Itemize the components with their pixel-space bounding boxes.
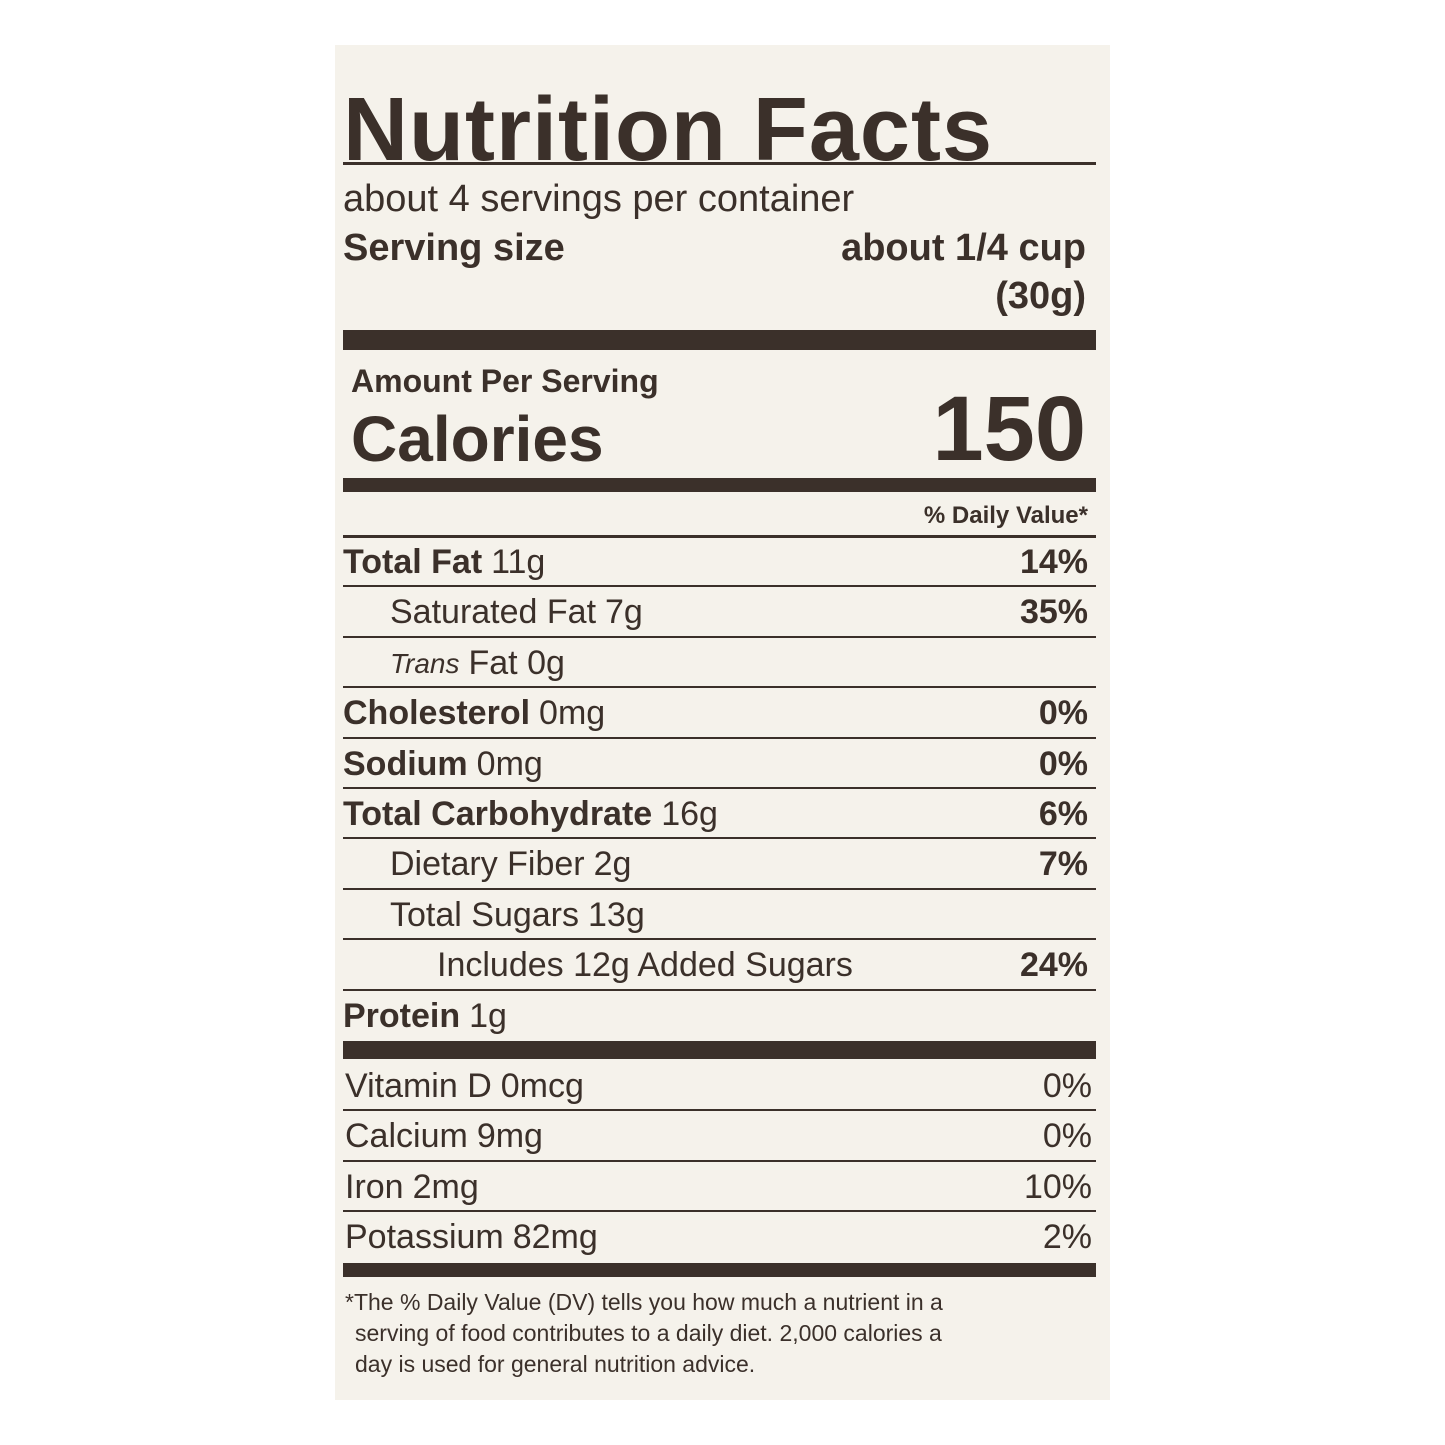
nutrient-name: Total Fat [343,543,483,581]
nutrient-name: Sodium [343,744,468,783]
nutrient-amount: 11g [491,543,546,581]
rule [343,938,1096,941]
rule [343,535,1096,538]
nutrient-name: Protein [343,996,461,1035]
nutrient-name: Total Carbohydrate [343,795,653,833]
daily-value: 6% [1038,795,1088,833]
daily-value: 0% [1042,1067,1092,1105]
thick-rule [343,1262,1096,1277]
amount-per-serving: Amount Per Serving [351,363,659,399]
serving-size-value: about 1/4 cup [841,227,1086,269]
rule [343,988,1096,991]
rule [343,635,1096,638]
thick-rule [343,1041,1096,1059]
rule [343,686,1096,689]
vitamin-amount: 82mg [512,1218,598,1257]
nutrition-label: Nutrition Facts about 4 servings per con… [335,45,1110,1400]
nutrient-amount: 13g [588,895,645,934]
serving-size-weight: (30g) [995,275,1086,317]
servings: about 4 servings per container [343,178,855,220]
thick-rule [343,330,1096,350]
thick-rule [343,478,1096,492]
serving-size-label: Serving size [343,227,565,269]
title: Nutrition Facts [343,80,994,180]
nutrient-amount: 2g [593,845,632,884]
daily-value-header: % Daily Value* [923,502,1088,529]
nutrient-name: Total Sugars [390,895,579,934]
rule [343,585,1096,588]
daily-value: 0% [1038,744,1088,783]
rule [343,1109,1096,1112]
nutrient-amount: 0mg [476,744,543,783]
rule [343,787,1096,789]
nutrient-amount: Fat 0g [468,643,565,682]
rule [343,1159,1096,1162]
daily-value: 35% [1019,593,1088,632]
daily-value: 24% [1019,946,1088,985]
footnote-line: serving of food contributes to a daily d… [355,1319,942,1346]
daily-value: 0% [1038,694,1088,733]
nutrient-name: Trans [390,647,460,679]
vitamin-amount: 9mg [476,1117,543,1156]
rule [343,887,1096,890]
nutrient-name: Saturated Fat [390,593,597,632]
footnote-line: *The % Daily Value (DV) tells you how mu… [345,1288,943,1315]
daily-value: 7% [1038,845,1088,884]
nutrient-name: Dietary Fiber [390,845,585,884]
daily-value: 10% [1023,1167,1092,1206]
vitamin-amount: 2mg [412,1167,479,1206]
vitamin-name: Calcium [345,1117,468,1156]
calories-label: Calories [351,403,604,475]
nutrient-name: Cholesterol [343,694,531,733]
vitamin-name: Vitamin D [345,1067,492,1105]
vitamin-name: Potassium [345,1218,504,1257]
nutrient-name: Includes 12g Added Sugars [437,946,853,985]
calories-value: 150 [932,378,1087,480]
vitamin-amount: 0mcg [500,1067,584,1105]
daily-value: 14% [1019,543,1088,581]
rule [343,837,1096,840]
nutrient-amount: 1g [469,996,507,1035]
rule [343,736,1096,739]
rule [343,162,1096,165]
nutrient-amount: 16g [661,795,718,833]
rule [343,1210,1096,1213]
footnote-line: day is used for general nutrition advice… [355,1350,756,1377]
vitamin-name: Iron [345,1167,404,1206]
nutrient-amount: 7g [605,593,643,632]
daily-value: 2% [1042,1218,1092,1257]
nutrient-amount: 0mg [539,694,606,733]
daily-value: 0% [1042,1117,1092,1156]
